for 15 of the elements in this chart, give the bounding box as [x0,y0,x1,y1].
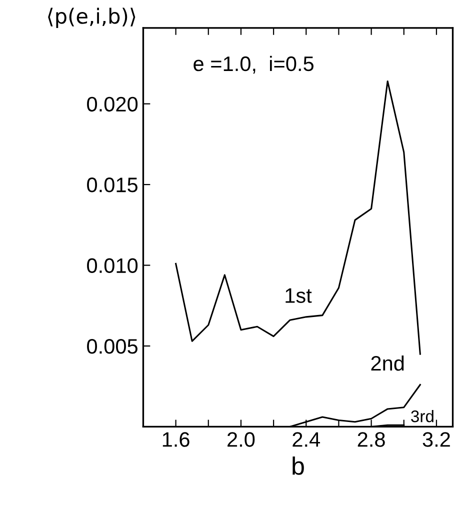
annotation: e =1.0, i=0.5 [194,56,314,74]
x-tick-label: 2.0 [228,432,255,447]
series-label: 3rd [411,410,434,422]
x-axis-title: b [292,456,304,475]
y-tick-label: 0.010 [87,258,138,274]
x-tick-label: 1.6 [162,432,190,447]
y-tick-label: 0.020 [87,96,138,112]
x-tick-label: 2.4 [292,432,320,447]
x-tick-label: 3.2 [422,432,450,447]
x-tick-label: 2.8 [358,432,385,447]
y-tick-label: 0.015 [87,178,138,192]
series-label: 1st [286,288,312,303]
y-axis-title: ⟨p(e,i,b)⟩ [48,8,136,28]
series-label: 2nd [371,355,404,371]
y-tick-label: 0.005 [87,338,138,354]
